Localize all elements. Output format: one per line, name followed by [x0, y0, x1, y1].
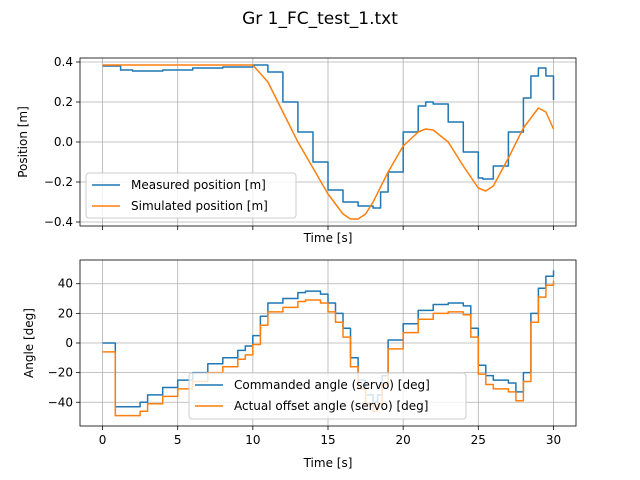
position-ytick-label: 0.0 [54, 135, 73, 149]
legend-label-actual: Actual offset angle (servo) [deg] [234, 399, 428, 413]
angle-xtick-label: 10 [245, 433, 260, 447]
angle-xtick-label: 25 [471, 433, 486, 447]
legend-label-commanded: Commanded angle (servo) [deg] [234, 378, 430, 392]
position-ytick-label: −0.4 [44, 215, 73, 229]
angle-xlabel: Time [s] [303, 456, 353, 470]
position-ylabel: Position [m] [16, 106, 30, 178]
angle-legend-box [188, 372, 467, 420]
legend-label-simulated: Simulated position [m] [131, 199, 268, 213]
angle-ytick-label: 0 [65, 336, 73, 350]
angle-ytick-label: 20 [58, 306, 73, 320]
position-ytick-label: −0.2 [44, 175, 73, 189]
angle-ylabel: Angle [deg] [22, 308, 36, 378]
angle-ytick-label: −40 [48, 395, 73, 409]
series-line-simulated-position-m [102, 64, 555, 220]
angle-ytick-label: −20 [48, 366, 73, 380]
angle-xtick-label: 20 [396, 433, 411, 447]
angle-xtick-label: 30 [546, 433, 561, 447]
angle-ticks: 0 5 10 15 20 25 30 −40 −20 0 20 40 [48, 277, 561, 447]
angle-axes: 0 5 10 15 20 25 30 −40 −20 0 20 40 Time [s] Angle [… [22, 259, 577, 470]
series-line-measured-position-m [102, 64, 555, 209]
angle-xtick-label: 15 [320, 433, 335, 447]
position-legend: Measured position [m] Simulated position… [85, 172, 297, 219]
position-ytick-label: 0.4 [54, 55, 73, 69]
position-ytick-label: 0.2 [54, 95, 73, 109]
position-ticks: −0.4 −0.2 0.0 0.2 0.4 [44, 55, 554, 230]
position-axes: −0.4−0.20.00.20.4 Time [s] Position [m] … [16, 55, 577, 245]
position-legend-box [85, 172, 297, 219]
position-xlabel: Time [s] [303, 231, 353, 245]
angle-legend: Commanded angle (servo) [deg] Actual off… [188, 372, 467, 420]
position-series [102, 64, 555, 220]
angle-xtick-label: 5 [174, 433, 182, 447]
figure-title: Gr 1_FC_test_1.txt [242, 9, 398, 29]
angle-ytick-label: 40 [58, 277, 73, 291]
legend-label-measured: Measured position [m] [131, 178, 266, 192]
angle-xtick-label: 0 [99, 433, 107, 447]
